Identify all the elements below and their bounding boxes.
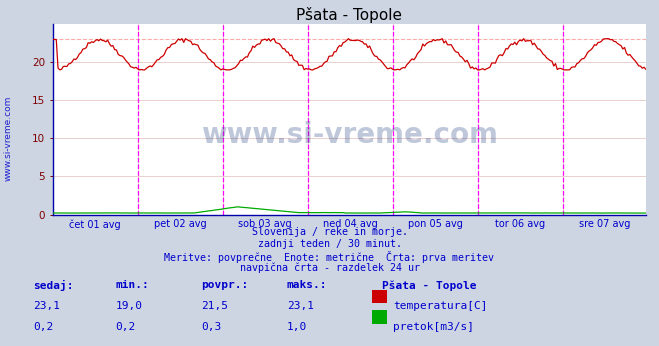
Text: Slovenija / reke in morje.: Slovenija / reke in morje. [252,227,407,237]
Text: 23,1: 23,1 [33,301,60,311]
Title: Pšata - Topole: Pšata - Topole [297,7,402,23]
Text: 1,0: 1,0 [287,322,307,332]
Text: min.:: min.: [115,280,149,290]
Text: temperatura[C]: temperatura[C] [393,301,488,311]
Text: www.si-vreme.com: www.si-vreme.com [201,121,498,148]
Text: 0,2: 0,2 [115,322,136,332]
Text: zadnji teden / 30 minut.: zadnji teden / 30 minut. [258,239,401,249]
Text: navpična črta - razdelek 24 ur: navpična črta - razdelek 24 ur [239,263,420,273]
Text: povpr.:: povpr.: [201,280,248,290]
Text: maks.:: maks.: [287,280,327,290]
Text: 0,2: 0,2 [33,322,53,332]
Text: sedaj:: sedaj: [33,280,73,291]
Text: 19,0: 19,0 [115,301,142,311]
Text: 21,5: 21,5 [201,301,228,311]
Text: 0,3: 0,3 [201,322,221,332]
Text: pretok[m3/s]: pretok[m3/s] [393,322,474,332]
Text: Meritve: povprečne  Enote: metrične  Črta: prva meritev: Meritve: povprečne Enote: metrične Črta:… [165,251,494,263]
Text: Pšata - Topole: Pšata - Topole [382,280,476,291]
Text: 23,1: 23,1 [287,301,314,311]
Text: www.si-vreme.com: www.si-vreme.com [3,96,13,181]
